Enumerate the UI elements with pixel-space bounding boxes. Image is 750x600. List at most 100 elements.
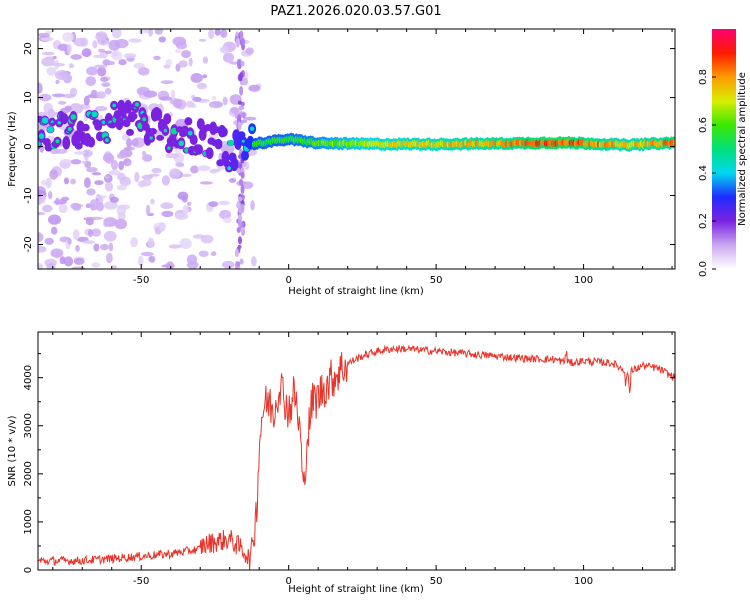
ridge-halo (205, 147, 214, 160)
noise-blob (172, 36, 187, 46)
noise-blob (137, 67, 150, 76)
spectrogram-y-axis-label: Frequency (Hz) (7, 111, 18, 187)
ridge-core (227, 166, 232, 171)
noise-streak (241, 112, 246, 119)
noise-blob (96, 91, 106, 99)
snr-x-axis-label: Height of straight line (km) (288, 584, 424, 595)
noise-streak (240, 227, 245, 235)
noise-streak (238, 219, 242, 228)
ridge-core (70, 114, 77, 120)
noise-blob (190, 165, 199, 174)
noise-blob (89, 216, 103, 220)
noise-blob (219, 46, 229, 54)
noise-blob (168, 244, 182, 249)
snr-x-tick-label: 0 (285, 576, 291, 587)
ridge-halo (230, 157, 239, 172)
noise-blob (210, 251, 217, 257)
noise-blob (94, 106, 108, 112)
noise-blob (118, 160, 124, 171)
ridge-halo (216, 159, 225, 167)
colorbar-ticks: 0.0 0.2 0.4 0.6 0.8 (698, 69, 716, 277)
noise-blob (158, 222, 166, 232)
ridge-halo (163, 113, 172, 125)
noise-blob (117, 152, 127, 159)
colorbar-tick-label: 0.0 (698, 261, 709, 277)
noise-blob (202, 74, 208, 79)
noise-blob (103, 221, 110, 228)
noise-blob (128, 38, 142, 43)
noise-blob (73, 37, 87, 47)
noise-blob (222, 260, 235, 269)
noise-blob (153, 55, 161, 61)
noise-blob (223, 52, 234, 63)
ridge-core (149, 136, 153, 140)
ridge-core (167, 146, 171, 150)
noise-blob (111, 50, 123, 61)
noise-blob (94, 180, 104, 186)
spectrogram-y-tick-label: 10 (23, 91, 34, 104)
ridge-core (55, 139, 60, 144)
snr-x-tick-label: 50 (430, 576, 443, 587)
noise-blob (67, 238, 72, 245)
noise-blob (100, 77, 109, 82)
noise-blob (38, 32, 50, 38)
ridge-halo (129, 112, 138, 121)
noise-blob (211, 95, 217, 101)
noise-blob (85, 76, 97, 86)
snr-y-tick-label: 1000 (23, 509, 34, 534)
noise-blob (169, 168, 181, 180)
noise-blob (160, 80, 174, 84)
noise-blob (171, 89, 176, 100)
spectrogram-y-tick-label: 0 (23, 143, 34, 149)
noise-blob (97, 66, 107, 77)
noise-blob (140, 251, 154, 257)
noise-blob (58, 101, 67, 105)
snr-y-tick-label: 4000 (23, 365, 34, 390)
noise-blob (91, 262, 100, 268)
snr-x-tick-label: 100 (574, 576, 593, 587)
ridge-core (47, 126, 54, 133)
ridge-halo (189, 134, 198, 145)
noise-blob (92, 40, 98, 49)
noise-blob (223, 217, 232, 223)
noise-blob (154, 29, 163, 35)
noise-blob (181, 195, 188, 203)
noise-blob (60, 159, 73, 164)
noise-blob (73, 151, 87, 155)
noise-blob (174, 147, 182, 154)
noise-blob (111, 29, 122, 39)
noise-blob (106, 252, 113, 264)
noise-blob (127, 161, 132, 166)
noise-blob (51, 226, 58, 235)
noise-blob (114, 218, 128, 230)
snr-y-tick-label: 3000 (23, 413, 34, 438)
noise-blob (166, 261, 174, 269)
noise-blob (46, 66, 57, 76)
noise-blob (103, 230, 117, 242)
noise-blob (175, 49, 181, 53)
spectrogram-heatmap (38, 29, 675, 269)
noise-blob (86, 188, 96, 196)
noise-streak (237, 121, 242, 131)
noise-blob (38, 212, 46, 216)
noise-blob (228, 178, 237, 183)
ridge-core (50, 120, 54, 124)
colorbar-label: Normalized spectral amplitude (737, 72, 748, 226)
noise-blob (192, 96, 202, 102)
noise-blob (220, 29, 228, 38)
colorbar-gradient (712, 29, 736, 269)
ridge-core (134, 102, 140, 107)
noise-blob (84, 177, 91, 189)
ridge-core (101, 120, 106, 125)
noise-blob (108, 39, 121, 51)
ridge-halo (149, 128, 157, 135)
spectrogram-frame (37, 28, 676, 270)
noise-blob (148, 255, 156, 263)
noise-blob (142, 154, 153, 162)
noise-blob (52, 93, 65, 98)
noise-blob (178, 60, 188, 68)
noise-blob (41, 180, 47, 186)
ridge-halo (126, 128, 134, 136)
noise-blob (86, 66, 99, 76)
